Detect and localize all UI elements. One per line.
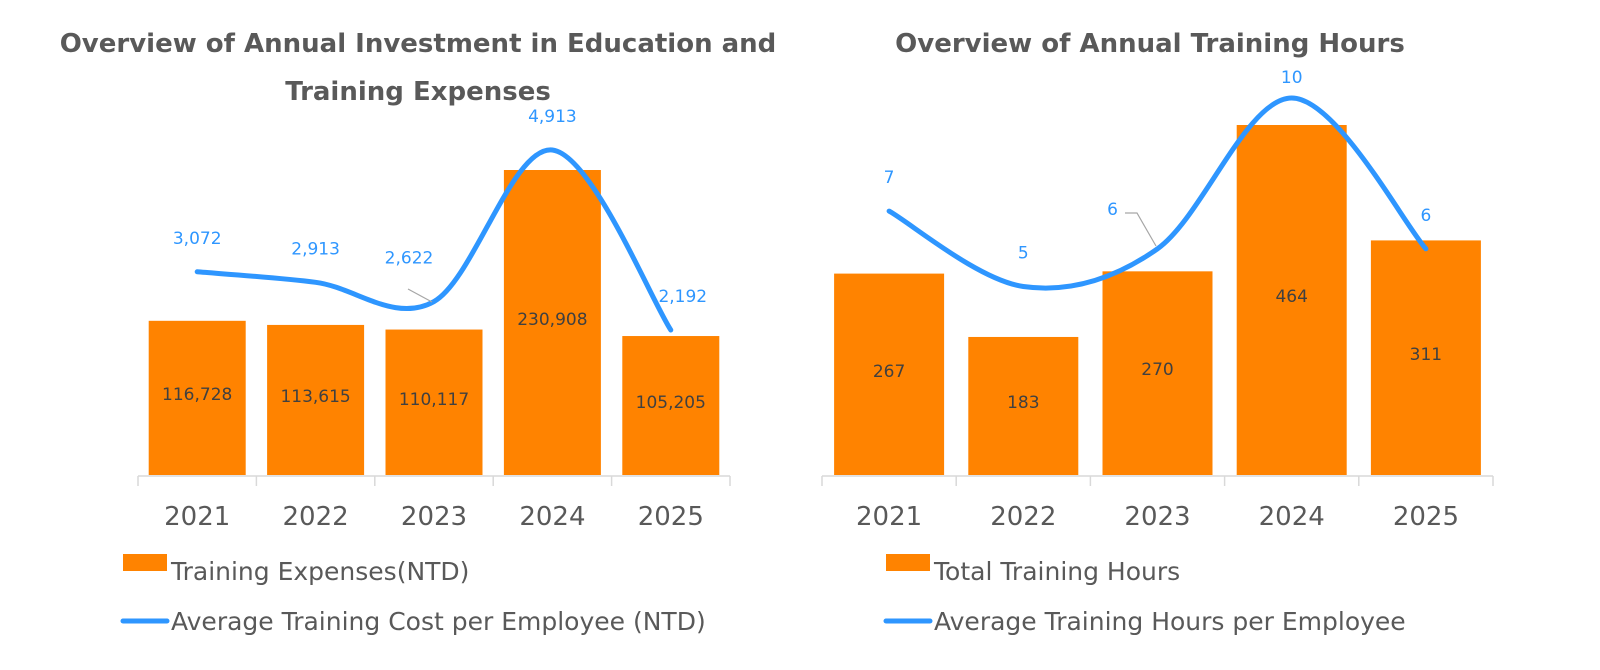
chart2-bar-2024 [1236,125,1347,475]
chart2-line-data-label: 6 [1107,200,1118,220]
chart2-legend-bar-swatch-icon [886,554,930,571]
chart1-legend-line-label: Average Training Cost per Employee (NTD) [171,607,706,636]
chart1-bar-2025 [622,336,720,475]
chart1-bar-2021 [148,320,246,475]
chart2-x-tick-label: 2025 [1393,502,1459,532]
chart1-legend-bar-label: Training Expenses(NTD) [170,557,469,586]
chart2-label-leader-line [1125,212,1157,247]
chart1-bar-data-label: 116,728 [162,385,232,405]
chart2-bar-data-label: 183 [1007,393,1039,413]
chart2-bar-data-label: 311 [1410,345,1442,365]
chart1-bar-data-label: 105,205 [636,393,706,413]
chart2-x-tick-label: 2023 [1124,502,1190,532]
chart1-line-data-label: 2,192 [658,287,707,307]
chart2-bar-2021 [834,273,945,475]
chart2-legend-bar-label: Total Training Hours [933,557,1180,586]
chart1-x-tick-label: 2023 [401,502,467,532]
chart2-x-tick-label: 2021 [856,502,922,532]
chart2-line-data-label: 6 [1420,206,1431,226]
chart1-line-data-label: 4,913 [528,107,577,127]
chart1-bar-2024 [503,170,601,475]
chart1-line-data-label: 3,072 [173,229,222,249]
chart1-x-tick-label: 2022 [283,502,349,532]
chart2-bar-data-label: 270 [1141,360,1173,380]
chart2-line-series [886,95,1429,291]
chart2-bar-2023 [1102,271,1213,475]
chart1-bar-2022 [267,324,365,475]
chart2-line-data-label: 5 [1018,244,1029,264]
chart1-bar-data-label: 230,908 [517,310,587,330]
chart2-bar-2022 [968,336,1079,475]
chart2-bar-data-label: 464 [1275,287,1307,307]
chart1-bar-2023 [385,329,483,475]
chart1-x-tick-label: 2024 [519,502,585,532]
chart1-bar-data-label: 113,615 [280,387,350,407]
chart2-x-tick-label: 2022 [990,502,1056,532]
chart1-label-leader-line [407,288,433,303]
chart2-x-tick-label: 2024 [1259,502,1325,532]
chart2-legend-line-label: Average Training Hours per Employee [934,607,1406,636]
chart1-line-data-label: 2,622 [385,249,434,269]
chart1-bar-data-label: 110,117 [399,390,469,410]
chart1-x-tick-label: 2025 [638,502,704,532]
chart1-legend-bar-swatch-icon [123,554,167,571]
chart1-x-tick-label: 2021 [164,502,230,532]
chart2-bar-data-label: 267 [873,362,905,382]
chart1-line-series [194,147,674,333]
chart1-line-data-label: 2,913 [291,239,340,259]
chart2-line-data-label: 10 [1281,68,1303,88]
chart2-title: Overview of Annual Training Hours [895,29,1405,59]
chart1-title: Overview of Annual Investment in Educati… [60,29,777,59]
chart2-bar-2025 [1370,240,1481,475]
chart2-line-data-label: 7 [884,168,895,188]
chart1-title: Training Expenses [285,77,551,107]
